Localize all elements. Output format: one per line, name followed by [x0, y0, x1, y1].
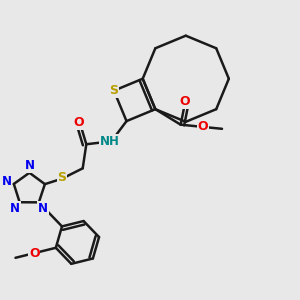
Text: O: O — [74, 116, 84, 129]
Text: N: N — [38, 202, 48, 215]
Text: NH: NH — [100, 135, 120, 148]
Text: N: N — [10, 202, 20, 215]
Text: O: O — [29, 247, 40, 260]
Text: O: O — [180, 95, 190, 108]
Text: S: S — [58, 171, 67, 184]
Text: S: S — [110, 84, 118, 97]
Text: O: O — [197, 120, 208, 134]
Text: N: N — [2, 175, 12, 188]
Text: N: N — [25, 159, 34, 172]
